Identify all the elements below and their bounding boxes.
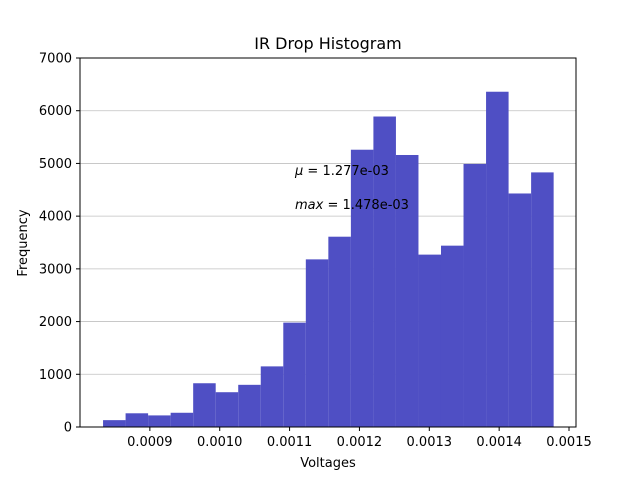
y-tick-label: 6000 xyxy=(39,104,72,119)
histogram-bar xyxy=(305,259,329,427)
histogram-bar xyxy=(170,412,194,427)
y-tick-label: 7000 xyxy=(39,52,72,67)
y-tick-label: 0 xyxy=(64,421,72,436)
y-tick-label: 2000 xyxy=(39,315,72,330)
x-tick-label: 0.0012 xyxy=(337,435,383,450)
max-annotation: max = 1.478e-03 xyxy=(295,198,409,213)
histogram-bar xyxy=(260,366,284,427)
x-tick-label: 0.0015 xyxy=(546,435,592,450)
y-axis-ticks: 0 1000 2000 3000 4000 5000 6000 7000 xyxy=(39,52,80,436)
y-tick-label: 3000 xyxy=(39,262,72,277)
x-tick-label: 0.0014 xyxy=(476,435,522,450)
histogram-bar xyxy=(215,392,239,427)
histogram-bars xyxy=(103,91,554,428)
y-tick-label: 1000 xyxy=(39,368,72,383)
histogram-bar xyxy=(283,322,306,427)
mean-annotation: μ = 1.277e-03 xyxy=(294,164,389,179)
histogram-bar xyxy=(350,149,374,428)
chart-title: IR Drop Histogram xyxy=(254,34,402,53)
histogram-bar xyxy=(486,91,509,427)
histogram-bar xyxy=(373,116,396,428)
histogram-bar xyxy=(148,415,171,427)
histogram-bar xyxy=(440,245,464,427)
x-axis-ticks: 0.0009 0.0010 0.0011 0.0012 0.0013 0.0014 0.00… xyxy=(127,427,592,450)
y-tick-label: 4000 xyxy=(39,210,72,225)
x-tick-label: 0.0010 xyxy=(197,435,243,450)
histogram-bar xyxy=(125,413,149,427)
histogram-bar xyxy=(463,163,487,427)
y-tick-label: 5000 xyxy=(39,157,72,172)
x-tick-label: 0.0009 xyxy=(127,435,173,450)
x-tick-label: 0.0011 xyxy=(267,435,313,450)
histogram-bar xyxy=(193,383,216,427)
x-axis-label: Voltages xyxy=(300,456,356,471)
histogram-bar xyxy=(395,154,419,427)
histogram-bar xyxy=(531,172,554,427)
histogram-bar xyxy=(418,254,441,427)
histogram-bar xyxy=(238,384,261,427)
plot-frame xyxy=(79,57,577,428)
histogram-bar xyxy=(328,236,351,427)
x-tick-label: 0.0013 xyxy=(407,435,453,450)
histogram-bar xyxy=(508,193,532,427)
histogram-bar xyxy=(103,420,126,427)
y-axis-label: Frequency xyxy=(16,209,31,276)
